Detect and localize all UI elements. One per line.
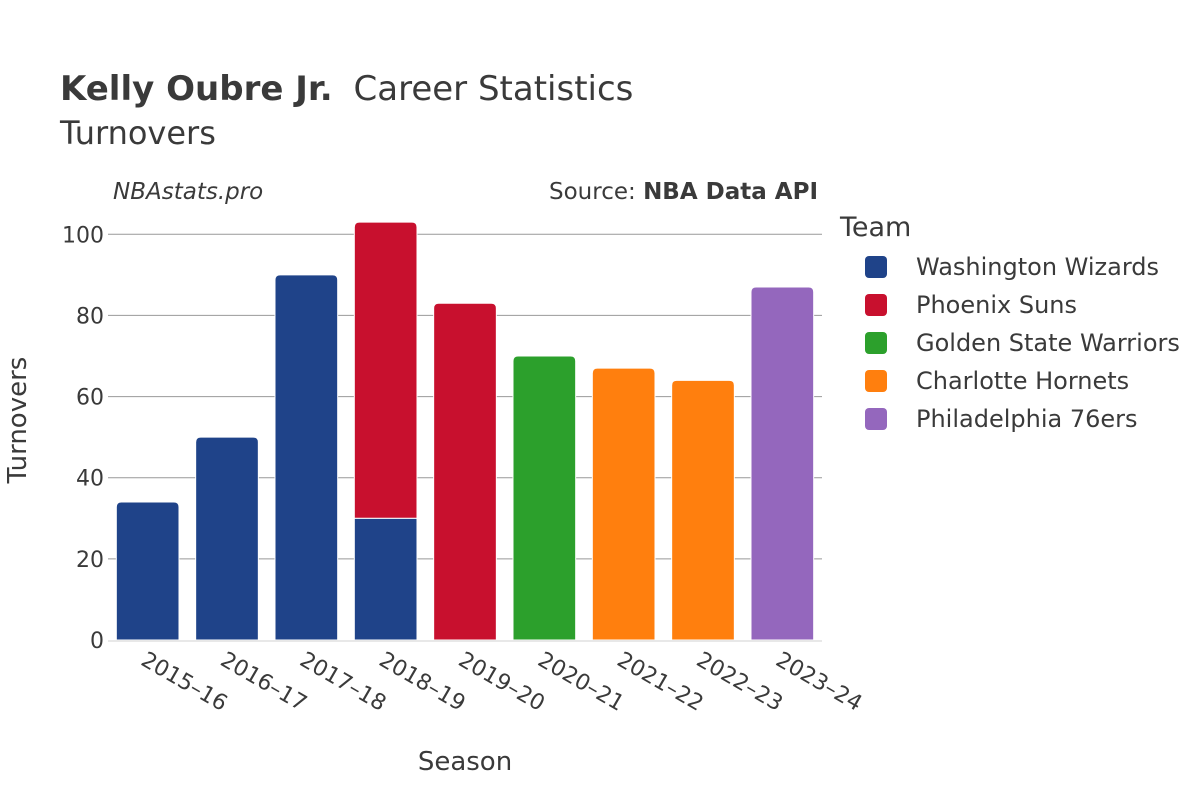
x-tick-label: 2015–16 xyxy=(137,648,232,717)
x-tick-label: 2023–24 xyxy=(771,648,866,717)
y-tick-label: 40 xyxy=(76,467,104,492)
x-axis-title: Season xyxy=(418,747,512,777)
x-tick-label: 2022–23 xyxy=(692,648,787,717)
bars xyxy=(115,221,815,641)
x-tick-label: 2021–22 xyxy=(613,648,708,717)
y-tick-label: 20 xyxy=(76,548,104,573)
y-axis-title: Turnovers xyxy=(3,357,33,485)
chart-title: Kelly Oubre Jr. Career Statistics xyxy=(60,69,633,109)
bar-segment xyxy=(195,436,259,641)
bar-segment xyxy=(512,355,577,641)
chart-title-rest: Career Statistics xyxy=(354,69,634,109)
bar-segment xyxy=(671,379,735,641)
bar-segment xyxy=(591,367,656,641)
legend-title: Team xyxy=(839,212,911,243)
legend-label: Charlotte Hornets xyxy=(916,367,1129,395)
y-tick-label: 100 xyxy=(62,223,104,248)
source-prefix: Source: xyxy=(549,179,643,205)
legend: Washington Wizards Phoenix Suns Golden Sta… xyxy=(865,253,1180,433)
x-tick-labels: 2015–162016–172017–182018–192019–202020–… xyxy=(137,648,866,717)
legend-swatch xyxy=(865,256,887,278)
bar-segment xyxy=(433,302,497,641)
bar-segment xyxy=(750,286,815,641)
bar-segment xyxy=(274,274,339,641)
x-tick-label: 2019–20 xyxy=(454,648,549,717)
x-tick-label: 2017–18 xyxy=(295,648,390,717)
legend-swatch xyxy=(865,332,887,354)
y-tick-labels: 0 20 40 60 80 100 xyxy=(62,223,104,654)
chart-title-bold: Kelly Oubre Jr. xyxy=(60,69,333,109)
x-tick-label: 2016–17 xyxy=(216,648,311,717)
legend-label: Phoenix Suns xyxy=(916,291,1077,319)
source-name: NBA Data API xyxy=(643,179,818,205)
bar-segment xyxy=(353,221,418,519)
bar-segment xyxy=(115,501,180,641)
y-tick-label: 0 xyxy=(90,629,104,654)
legend-swatch xyxy=(865,370,887,392)
bar-segment xyxy=(353,517,418,641)
x-tick-label: 2018–19 xyxy=(375,648,470,717)
chart-subtitle: Turnovers xyxy=(59,114,216,152)
y-tick-label: 80 xyxy=(76,304,104,329)
watermark: NBAstats.pro xyxy=(113,179,263,205)
y-tick-label: 60 xyxy=(76,386,104,411)
legend-swatch xyxy=(865,294,887,316)
source-label: Source: NBA Data API xyxy=(549,179,818,205)
legend-label: Washington Wizards xyxy=(916,253,1159,281)
legend-label: Golden State Warriors xyxy=(916,329,1180,357)
legend-label: Philadelphia 76ers xyxy=(916,405,1138,433)
legend-swatch xyxy=(865,408,887,430)
x-tick-label: 2020–21 xyxy=(533,648,628,717)
